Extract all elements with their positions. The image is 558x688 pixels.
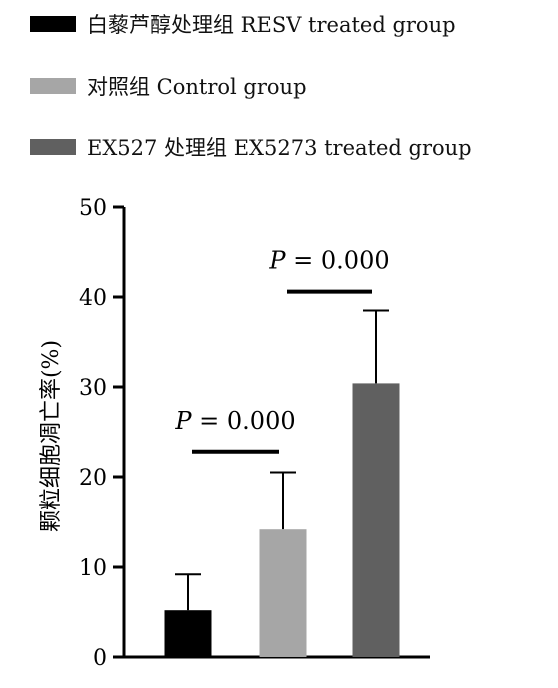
legend-swatch (30, 78, 76, 94)
legend-item-ex527: EX527 处理组 EX5273 treated group (30, 132, 472, 162)
axis-layer: 0 10 20 30 40 50 (79, 196, 430, 671)
y-tick-label: 40 (79, 286, 107, 311)
y-tick-label: 20 (79, 466, 107, 491)
bar (164, 610, 212, 657)
y-tick-label: 50 (79, 196, 107, 221)
p-value-label: P = 0.000 (268, 247, 389, 275)
legend-item-resv: 白藜芦醇处理组 RESV treated group (30, 9, 456, 39)
legend-label: 对照组 Control group (87, 75, 307, 99)
legend-swatch (30, 16, 76, 32)
legend-label: EX527 处理组 EX5273 treated group (87, 136, 472, 160)
p-value-label: P = 0.000 (174, 407, 295, 435)
bar (259, 529, 307, 657)
y-tick-label: 0 (93, 646, 107, 671)
legend-item-control: 对照组 Control group (30, 71, 307, 101)
bar (352, 383, 400, 657)
y-tick-label: 10 (79, 556, 107, 581)
bar-layer (164, 309, 400, 657)
legend-swatch (30, 139, 76, 155)
y-tick-label: 30 (79, 376, 107, 401)
legend-label: 白藜芦醇处理组 RESV treated group (87, 13, 456, 37)
y-axis-label: 颗粒细胞凋亡率(%) (39, 340, 64, 532)
annotation-layer: P = 0.000 P = 0.000 (174, 247, 390, 454)
